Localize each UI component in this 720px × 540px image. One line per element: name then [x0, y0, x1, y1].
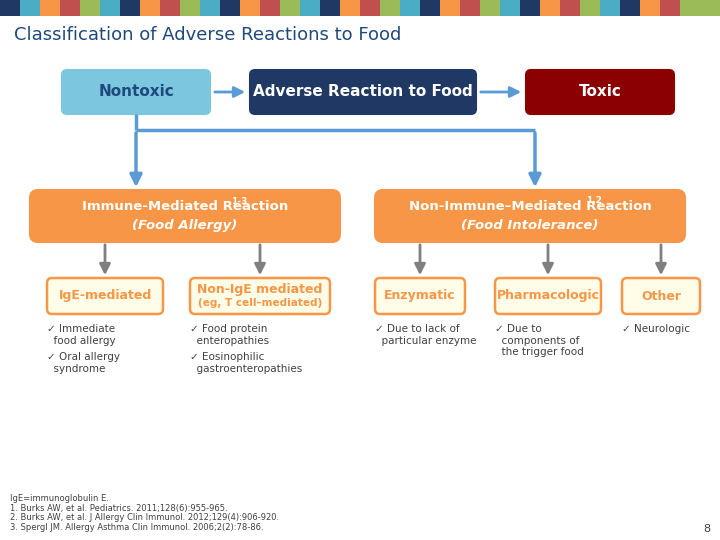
Bar: [420, 0, 440, 16]
Bar: [700, 0, 720, 16]
Bar: [280, 0, 300, 16]
Bar: [40, 0, 60, 16]
FancyBboxPatch shape: [250, 70, 476, 114]
Text: 1-3: 1-3: [231, 197, 247, 206]
Bar: [300, 0, 320, 16]
Text: 1. Burks AW, et al. Pediatrics. 2011;128(6):955-965.: 1. Burks AW, et al. Pediatrics. 2011;128…: [10, 503, 228, 512]
Text: Non-Immune–Mediated Reaction: Non-Immune–Mediated Reaction: [409, 199, 652, 213]
Bar: [440, 0, 460, 16]
Bar: [20, 0, 40, 16]
FancyBboxPatch shape: [622, 278, 700, 314]
Bar: [60, 0, 80, 16]
Bar: [640, 0, 660, 16]
Bar: [480, 0, 500, 16]
Text: Adverse Reaction to Food: Adverse Reaction to Food: [253, 84, 473, 99]
Text: Classification of Adverse Reactions to Food: Classification of Adverse Reactions to F…: [14, 26, 401, 44]
Bar: [500, 0, 520, 16]
Text: ✓ Due to lack of
  particular enzyme: ✓ Due to lack of particular enzyme: [375, 324, 477, 346]
Text: 8: 8: [703, 524, 710, 534]
Bar: [620, 0, 640, 16]
Bar: [120, 0, 140, 16]
Text: (eg, T cell–mediated): (eg, T cell–mediated): [198, 298, 322, 308]
Bar: [600, 0, 620, 16]
FancyBboxPatch shape: [190, 278, 330, 314]
Text: ✓ Immediate
  food allergy: ✓ Immediate food allergy: [47, 324, 116, 346]
FancyBboxPatch shape: [526, 70, 674, 114]
Bar: [240, 0, 260, 16]
Bar: [680, 0, 700, 16]
Text: Toxic: Toxic: [579, 84, 621, 99]
Text: (Food Allergy): (Food Allergy): [132, 219, 238, 232]
Text: ✓ Food protein
  enteropathies: ✓ Food protein enteropathies: [190, 324, 269, 346]
Text: Enzymatic: Enzymatic: [384, 289, 456, 302]
FancyBboxPatch shape: [375, 190, 685, 242]
FancyBboxPatch shape: [30, 190, 340, 242]
Text: ✓ Eosinophilic
  gastroenteropathies: ✓ Eosinophilic gastroenteropathies: [190, 352, 302, 374]
Bar: [400, 0, 420, 16]
Text: Nontoxic: Nontoxic: [98, 84, 174, 99]
FancyBboxPatch shape: [495, 278, 601, 314]
Bar: [340, 0, 360, 16]
Text: 1,2: 1,2: [586, 197, 602, 206]
Text: ✓ Oral allergy
  syndrome: ✓ Oral allergy syndrome: [47, 352, 120, 374]
Bar: [160, 0, 180, 16]
Text: Pharmacologic: Pharmacologic: [497, 289, 600, 302]
Bar: [0, 0, 20, 16]
Text: IgE-mediated: IgE-mediated: [58, 289, 152, 302]
Bar: [460, 0, 480, 16]
Bar: [140, 0, 160, 16]
Bar: [540, 0, 560, 16]
Text: 3. Spergl JM. Allergy Asthma Clin Immunol. 2006;2(2):78-86.: 3. Spergl JM. Allergy Asthma Clin Immuno…: [10, 523, 264, 531]
Text: Non-IgE mediated: Non-IgE mediated: [197, 282, 323, 295]
Text: Immune-Mediated Reaction: Immune-Mediated Reaction: [82, 199, 288, 213]
FancyBboxPatch shape: [375, 278, 465, 314]
Bar: [360, 0, 380, 16]
Text: Other: Other: [641, 289, 681, 302]
Bar: [520, 0, 540, 16]
Bar: [560, 0, 580, 16]
Bar: [220, 0, 240, 16]
Bar: [80, 0, 100, 16]
Bar: [100, 0, 120, 16]
Text: ✓ Due to
  components of
  the trigger food: ✓ Due to components of the trigger food: [495, 324, 584, 357]
Bar: [260, 0, 280, 16]
Bar: [580, 0, 600, 16]
Text: IgE=immunoglobulin E.: IgE=immunoglobulin E.: [10, 494, 109, 503]
Bar: [320, 0, 340, 16]
Bar: [660, 0, 680, 16]
Text: ✓ Neurologic: ✓ Neurologic: [622, 324, 690, 334]
Text: (Food Intolerance): (Food Intolerance): [462, 219, 599, 232]
Bar: [380, 0, 400, 16]
Bar: [180, 0, 200, 16]
FancyBboxPatch shape: [62, 70, 210, 114]
FancyBboxPatch shape: [47, 278, 163, 314]
Bar: [200, 0, 220, 16]
Text: 2. Burks AW, et al. J Allergy Clin Immunol. 2012;129(4):906-920.: 2. Burks AW, et al. J Allergy Clin Immun…: [10, 513, 279, 522]
